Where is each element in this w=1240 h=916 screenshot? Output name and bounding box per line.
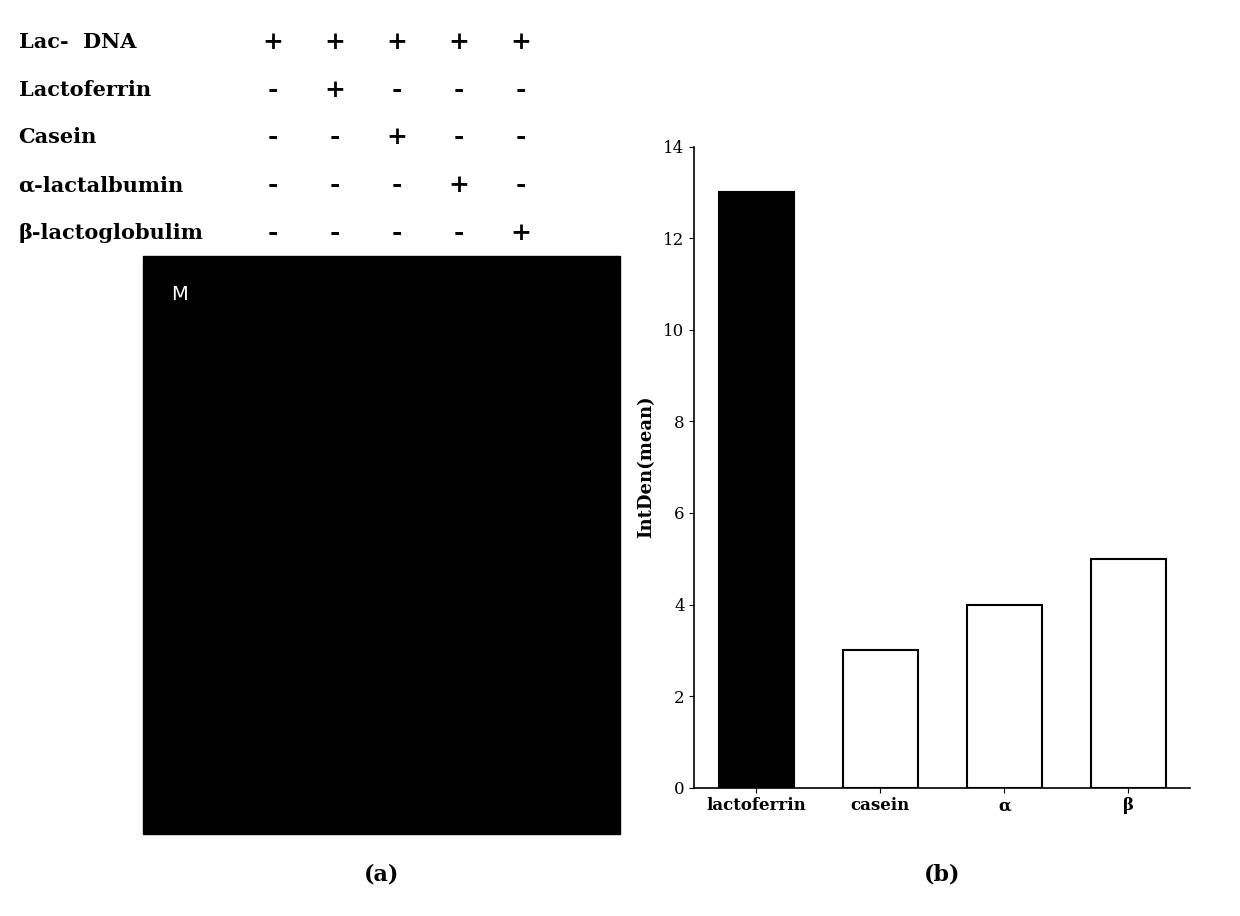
Text: Casein: Casein [19,127,97,147]
Text: +: + [263,30,283,54]
Text: -: - [516,125,526,149]
Text: α-lactalbumin: α-lactalbumin [19,175,184,195]
Bar [843,650,918,788]
Text: -: - [268,221,278,245]
Text: -: - [516,173,526,197]
FancyBboxPatch shape [143,256,620,834]
Bar [967,605,1042,788]
Text: -: - [330,221,340,245]
Text: -: - [454,78,464,102]
Text: +: + [387,125,407,149]
Text: -: - [454,221,464,245]
Text: -: - [268,125,278,149]
Text: M: M [171,286,188,304]
Text: β-lactoglobulim: β-lactoglobulim [19,223,203,243]
Text: -: - [330,125,340,149]
Bar [1091,559,1166,788]
Text: +: + [449,30,469,54]
Text: +: + [449,173,469,197]
Text: +: + [325,78,345,102]
Text: +: + [511,30,531,54]
Text: -: - [330,173,340,197]
Text: +: + [325,30,345,54]
Text: -: - [454,125,464,149]
Text: -: - [392,78,402,102]
Text: -: - [392,173,402,197]
Text: -: - [268,173,278,197]
Text: (a): (a) [363,864,399,886]
Text: -: - [392,221,402,245]
Text: Lactoferrin: Lactoferrin [19,80,151,100]
Text: -: - [516,78,526,102]
Y-axis label: IntDen(mean): IntDen(mean) [637,396,655,539]
Bar [719,192,794,788]
Text: -: - [268,78,278,102]
Text: (b): (b) [924,864,961,886]
Text: +: + [511,221,531,245]
Text: Lac-  DNA: Lac- DNA [19,32,136,52]
Text: +: + [387,30,407,54]
